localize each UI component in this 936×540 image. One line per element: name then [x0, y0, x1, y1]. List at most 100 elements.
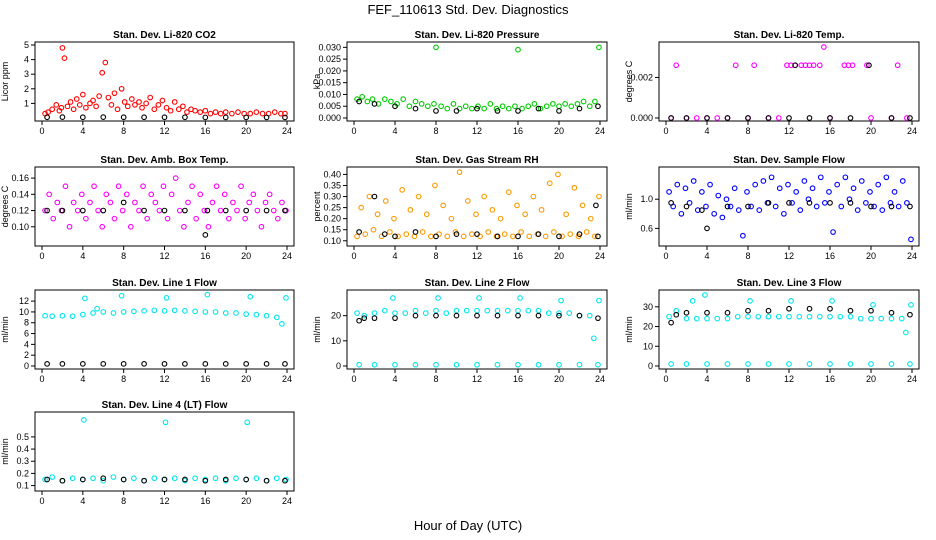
data-point	[883, 174, 890, 181]
data-point-black	[576, 231, 583, 238]
data-point-black	[888, 203, 895, 210]
data-point	[197, 191, 204, 198]
x-tick-label: 16	[825, 374, 835, 384]
data-point	[422, 310, 429, 316]
data-point	[238, 183, 244, 190]
data-point	[49, 106, 56, 113]
data-point	[87, 100, 93, 107]
data-point	[586, 103, 593, 110]
data-point-black	[182, 114, 188, 121]
data-point	[235, 109, 241, 116]
data-point-black	[847, 200, 854, 206]
data-point	[79, 311, 86, 318]
x-tick-label: 8	[121, 251, 126, 261]
x-tick-label: 0	[663, 126, 668, 136]
data-point-black	[282, 477, 288, 484]
data-point	[370, 226, 377, 233]
x-tick-label: 8	[121, 496, 126, 506]
y-tick-label: 12	[19, 296, 29, 306]
data-point-black	[535, 231, 542, 238]
data-point-black	[827, 115, 833, 121]
y-tick-label: 0.6	[640, 223, 653, 233]
data-point-black	[204, 207, 211, 214]
data-point	[212, 475, 219, 482]
plot-title: Stan. Dev. Li-820 Pressure	[415, 30, 540, 41]
data-point	[67, 99, 74, 105]
x-tick-label: 12	[784, 374, 794, 384]
data-point	[151, 106, 158, 113]
data-point	[406, 103, 413, 110]
data-point-black	[392, 315, 398, 322]
data-point	[837, 313, 844, 320]
data-point	[124, 103, 131, 110]
data-point-black	[765, 115, 772, 121]
data-point-black	[182, 207, 188, 214]
data-point	[105, 94, 112, 101]
data-point	[444, 105, 451, 112]
data-point-black	[243, 360, 250, 367]
data-point-black	[683, 203, 690, 210]
data-point	[259, 110, 266, 117]
data-point-black	[161, 207, 168, 214]
data-point-black	[282, 360, 288, 367]
data-point-black	[44, 114, 50, 121]
data-point	[90, 475, 96, 482]
data-point	[682, 185, 689, 192]
data-point	[96, 93, 103, 99]
y-tick-label: 1	[24, 98, 29, 108]
data-point	[94, 305, 100, 312]
data-point-black	[494, 233, 501, 240]
x-tick-label: 8	[745, 374, 750, 384]
x-tick-label: 20	[241, 374, 251, 384]
data-point	[433, 44, 439, 51]
data-point	[202, 107, 209, 114]
data-point	[46, 191, 52, 198]
data-point	[390, 295, 396, 301]
data-point-black	[593, 202, 599, 209]
data-point	[164, 215, 171, 222]
data-point	[90, 310, 96, 316]
data-point	[392, 310, 398, 316]
y-tick-label: 2	[24, 350, 29, 360]
data-point	[283, 295, 289, 301]
data-point	[171, 99, 178, 105]
data-point	[838, 203, 845, 210]
x-tick-label: 8	[745, 126, 750, 136]
y-tick-label: 0.002	[630, 72, 653, 82]
data-point	[381, 307, 388, 314]
data-point	[592, 233, 598, 240]
x-tick-label: 4	[704, 374, 709, 384]
data-point	[171, 475, 178, 482]
data-point	[481, 193, 488, 200]
data-point	[100, 309, 107, 315]
data-point	[247, 293, 254, 300]
data-point	[796, 313, 803, 320]
x-tick-label: 24	[282, 496, 292, 506]
x-tick-label: 24	[907, 374, 917, 384]
data-point	[119, 207, 126, 214]
data-point-black	[371, 193, 378, 200]
data-point	[850, 185, 857, 192]
data-point	[395, 233, 401, 240]
y-axis-label: degrees C	[624, 60, 634, 102]
data-point	[543, 103, 550, 110]
x-tick-label: 12	[159, 496, 169, 506]
data-point	[407, 206, 414, 213]
data-point	[476, 295, 482, 301]
data-point-black	[827, 200, 833, 206]
data-point	[579, 202, 586, 209]
data-point	[868, 361, 874, 367]
data-point-black	[868, 203, 874, 210]
data-point	[282, 110, 288, 117]
data-point	[526, 233, 533, 240]
data-point	[423, 211, 430, 218]
x-tick-label: 12	[472, 126, 482, 136]
data-point	[704, 361, 710, 367]
data-point	[115, 183, 122, 190]
data-point	[450, 101, 457, 107]
data-point	[702, 292, 708, 298]
data-point	[857, 315, 864, 322]
data-point	[904, 115, 910, 121]
data-point	[481, 105, 488, 112]
data-point-black	[806, 200, 813, 206]
